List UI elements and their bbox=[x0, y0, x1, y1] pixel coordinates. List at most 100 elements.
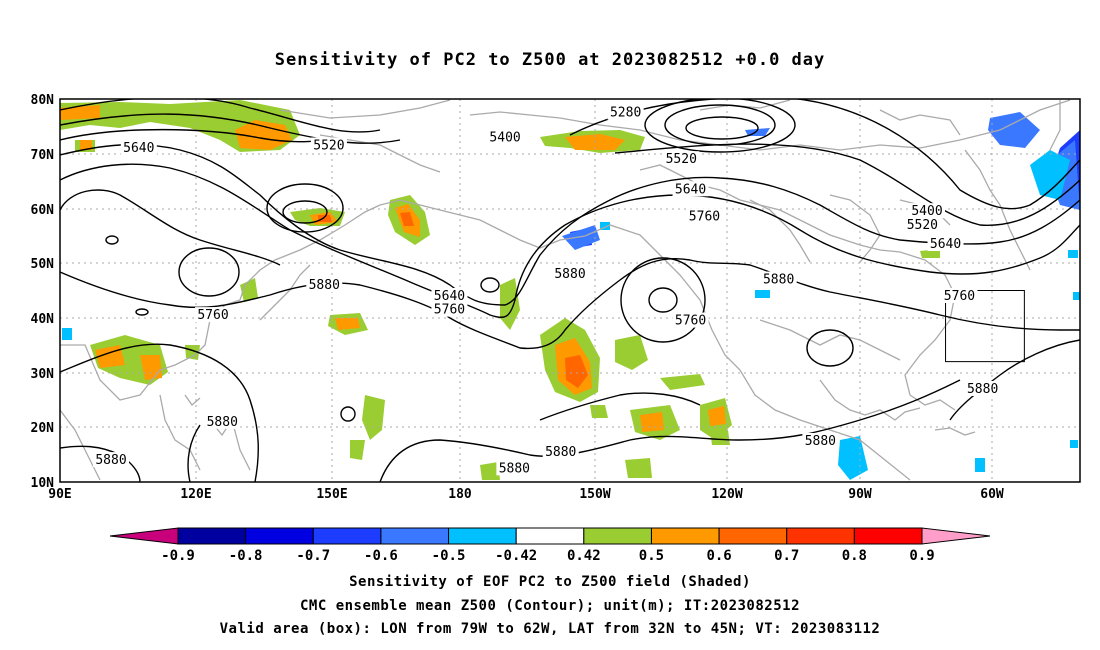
colorbar-swatch bbox=[786, 527, 855, 545]
caption-line-2: CMC ensemble mean Z500 (Contour); unit(m… bbox=[299, 598, 800, 614]
lat-label-60n: 60N bbox=[31, 203, 55, 218]
colorbar-swatch bbox=[312, 527, 382, 545]
contour-label: 5640 bbox=[434, 289, 465, 304]
caption-line-1: Sensitivity of EOF PC2 to Z500 field (Sh… bbox=[349, 574, 751, 590]
colorbar-low-triangle bbox=[109, 527, 179, 545]
contour-label-bg bbox=[964, 380, 1001, 396]
colorbar-swatch bbox=[650, 527, 720, 545]
contour-label: 5520 bbox=[666, 152, 697, 167]
lat-label-40n: 40N bbox=[31, 312, 55, 327]
colorbar-tick-label: 0.7 bbox=[774, 548, 799, 564]
contour-label-bg bbox=[904, 216, 941, 232]
contour-label-bg bbox=[431, 301, 468, 317]
contour-label-bg bbox=[686, 208, 723, 224]
contour-label: 5880 bbox=[763, 273, 794, 288]
colorbar-tick-label: -0.9 bbox=[161, 548, 195, 564]
colorbar-swatch bbox=[380, 527, 450, 545]
lat-label-10n: 10N bbox=[31, 476, 55, 491]
contour-label-bg bbox=[310, 137, 347, 153]
colorbar-tick-label: 0.6 bbox=[706, 548, 731, 564]
contour-label: 5280 bbox=[610, 106, 641, 121]
contour-label-bg bbox=[941, 287, 978, 303]
contour-label-bg bbox=[93, 452, 129, 468]
contour-label: 5880 bbox=[967, 382, 998, 397]
colorbar-tick-label: 0.8 bbox=[842, 548, 867, 564]
colorbar-swatch bbox=[718, 527, 788, 545]
colorbar-tick-label: -0.42 bbox=[495, 548, 537, 564]
contour-label: 5520 bbox=[907, 218, 938, 233]
lon-label-120w: 120W bbox=[711, 487, 742, 502]
contour-label: 5880 bbox=[545, 445, 576, 460]
axis-labels: 80N 70N 60N 50N 40N 30N 20N 10N 90E 120E… bbox=[31, 93, 1004, 502]
lat-label-50n: 50N bbox=[31, 257, 55, 272]
contour-label-bg bbox=[496, 460, 533, 476]
contour-label: 5640 bbox=[675, 182, 706, 197]
contour-label: 5760 bbox=[197, 308, 228, 323]
contour-label-bg bbox=[607, 104, 644, 120]
colorbar-tick-label: -0.6 bbox=[364, 548, 398, 564]
contour-label: 5760 bbox=[944, 289, 975, 304]
contour-label: 5400 bbox=[911, 204, 942, 219]
contour-label-bg bbox=[927, 235, 964, 251]
contour-label: 5760 bbox=[675, 314, 706, 329]
contour-label-bg bbox=[909, 203, 945, 219]
colorbar-swatch bbox=[245, 527, 314, 545]
colorbar-tick-label: 0.9 bbox=[909, 548, 934, 564]
plot-title: Sensitivity of PC2 to Z500 at 2023082512… bbox=[274, 50, 826, 70]
colorbar-tick-label: -0.8 bbox=[229, 548, 263, 564]
contour-label: 5400 bbox=[489, 130, 520, 145]
contour-label: 5880 bbox=[554, 267, 585, 282]
colorbar-tick-label: -0.5 bbox=[432, 548, 466, 564]
colorbar-tick-label: 0.42 bbox=[567, 548, 601, 564]
colorbar-swatch bbox=[515, 527, 585, 545]
lat-label-80n: 80N bbox=[31, 93, 55, 108]
contour-labels: 5280540054005520552055205640564056405640… bbox=[93, 104, 1001, 476]
colorbar: -0.9 -0.8 -0.7 -0.6 -0.5 -0.42 0.42 0.5 0.6 0.7 0.… bbox=[109, 527, 991, 564]
colorbar-tick-label: -0.7 bbox=[296, 548, 330, 564]
colorbar-swatch bbox=[583, 527, 652, 545]
contour-label-bg bbox=[120, 140, 157, 156]
lon-label-120e: 120E bbox=[180, 487, 211, 502]
contour-label-bg bbox=[195, 307, 231, 323]
contour-label-bg bbox=[204, 413, 241, 429]
contour-label: 5640 bbox=[930, 237, 961, 252]
caption-line-3: Valid area (box): LON from 79W to 62W, L… bbox=[219, 621, 881, 637]
sensitivity-shading bbox=[60, 100, 1080, 480]
contour-label: 5640 bbox=[123, 141, 154, 156]
lat-label-70n: 70N bbox=[31, 148, 55, 163]
contour-label: 5760 bbox=[434, 303, 465, 318]
contour-label-bg bbox=[306, 277, 343, 293]
lon-label-150w: 150W bbox=[579, 487, 610, 502]
contour-label-bg bbox=[663, 151, 700, 167]
lon-label-60w: 60W bbox=[980, 487, 1004, 502]
contour-label-bg bbox=[542, 443, 579, 459]
contour-label-bg bbox=[552, 266, 588, 282]
contour-label: 5880 bbox=[499, 461, 530, 476]
colorbar-swatch bbox=[177, 527, 247, 545]
contour-label: 5880 bbox=[207, 415, 238, 430]
lon-label-90w: 90W bbox=[848, 487, 872, 502]
contour-label: 5880 bbox=[95, 453, 126, 468]
lat-label-30n: 30N bbox=[31, 367, 55, 382]
contour-label-bg bbox=[760, 271, 797, 287]
lat-label-20n: 20N bbox=[31, 421, 55, 436]
contour-label-bg bbox=[672, 181, 709, 197]
lon-label-180: 180 bbox=[448, 487, 472, 502]
contour-label: 5760 bbox=[689, 210, 720, 225]
contour-label-bg bbox=[802, 432, 839, 448]
colorbar-high-triangle bbox=[921, 527, 991, 545]
plot-frame bbox=[59, 98, 1081, 483]
z500-contours bbox=[60, 99, 1080, 482]
lon-label-150e: 150E bbox=[316, 487, 347, 502]
colorbar-swatch bbox=[853, 527, 923, 545]
lon-label-90e: 90E bbox=[48, 487, 71, 502]
contour-label: 5880 bbox=[309, 278, 340, 293]
contour-label-bg bbox=[487, 129, 524, 145]
contour-label: 5520 bbox=[313, 139, 344, 154]
contour-label-bg bbox=[672, 312, 709, 328]
colorbar-tick-label: 0.5 bbox=[639, 548, 664, 564]
contour-label-bg bbox=[431, 287, 468, 303]
contour-label: 5880 bbox=[805, 434, 836, 449]
valid-area-box bbox=[945, 290, 1025, 363]
